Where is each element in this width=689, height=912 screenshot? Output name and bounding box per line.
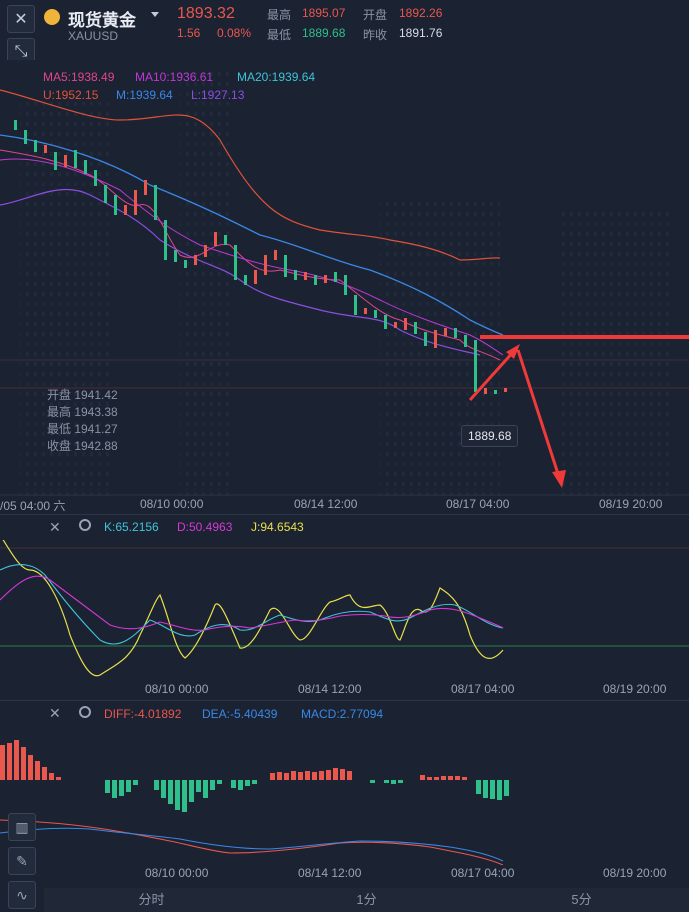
dea-line [0,827,504,862]
price-change-pct: 0.08% [217,26,252,40]
high-label: 最高 [267,8,292,22]
diff-line [0,819,504,865]
header [0,0,689,44]
arrow-down-line[interactable] [516,349,562,481]
ohlc-high: 最高 1943.38 [47,405,118,419]
gold-coin-icon [44,9,60,25]
high-value: 1895.07 [302,6,346,20]
dropdown-icon[interactable] [151,12,159,17]
kdj-j: J:94.6543 [251,520,304,534]
macd-x-tick: 08/14 12:00 [298,866,362,880]
ma5-line [0,149,501,361]
settings-icon[interactable] [79,519,91,531]
boll-lower-line [0,188,481,356]
prev-close-value: 1891.76 [399,26,443,40]
low-value: 1889.68 [302,26,346,40]
ma5-legend: MA5:1938.49 [43,70,115,84]
price-change: 1.56 [177,26,201,40]
kdj-k-line [0,564,504,645]
kdj-k: K:65.2156 [104,520,159,534]
main-chart[interactable] [0,60,689,500]
symbol-code: XAUUSD [68,29,119,43]
tab-5min[interactable]: 5分 [571,892,592,907]
timeframe-tabs: 分时 1分 5分 [44,888,689,912]
low-label: 最低 [267,28,292,42]
close-icon[interactable]: ✕ [49,705,61,721]
tab-fenshi[interactable]: 分时 [138,892,165,907]
ohlc-low: 最低 1941.27 [47,422,118,436]
boll-l-legend: L:1927.13 [191,88,245,102]
macd-x-tick: 08/19 20:00 [603,866,667,880]
x-tick: 08/14 12:00 [294,497,358,511]
kdj-d: D:50.4963 [177,520,233,534]
macd-value: MACD:2.77094 [301,707,384,721]
close-icon[interactable]: ✕ [49,519,61,535]
prev-close-label: 昨收 [363,28,388,42]
kdj-x-tick: 08/14 12:00 [298,682,362,696]
macd-diff: DIFF:-4.01892 [104,707,182,721]
ohlc-open: 开盘 1941.42 [47,388,118,402]
macd-dea: DEA:-5.40439 [202,707,278,721]
boll-upper-line [0,89,501,261]
candle-icon[interactable]: ▥ [8,813,36,841]
x-tick: 08/19 20:00 [599,497,663,511]
kdj-x-tick: 08/10 00:00 [145,682,209,696]
x-tick: /05 04:00 六 [0,499,66,513]
indicator-icon[interactable]: ∿ [8,881,36,909]
boll-mid-line [0,134,504,336]
kdj-d-line [0,575,504,631]
arrow-up-line[interactable] [468,348,517,402]
settings-icon[interactable] [79,706,91,718]
pen-icon[interactable]: ✎ [8,847,36,875]
ma20-legend: MA20:1939.64 [237,70,316,84]
tab-1min[interactable]: 1分 [356,892,377,907]
ohlc-close: 收盘 1942.88 [47,439,118,453]
candles [14,120,507,394]
macd-x-tick: 08/17 04:00 [451,866,515,880]
open-label: 开盘 [363,8,388,22]
kdj-x-tick: 08/19 20:00 [603,682,667,696]
ma10-legend: MA10:1936.61 [135,70,214,84]
kdj-j-line [2,540,504,677]
close-icon[interactable]: ✕ [7,5,35,33]
x-tick: 08/10 00:00 [140,497,204,511]
ma10-line [0,158,504,356]
ohlc-info: 开盘 1941.42 最高 1943.38 最低 1941.27 收盘 1942… [47,387,118,455]
boll-u-legend: U:1952.15 [43,88,99,102]
low-price-marker: 1889.68 [461,425,519,447]
kdj-x-tick: 08/17 04:00 [451,682,515,696]
macd-chart[interactable] [0,725,689,865]
kdj-chart[interactable] [0,540,689,680]
symbol-name[interactable]: 现货黄金 [68,11,136,30]
x-tick: 08/17 04:00 [446,497,510,511]
open-value: 1892.26 [399,6,443,20]
boll-m-legend: M:1939.64 [116,88,173,102]
macd-x-tick: 08/10 00:00 [145,866,209,880]
last-price: 1893.32 [177,5,235,22]
